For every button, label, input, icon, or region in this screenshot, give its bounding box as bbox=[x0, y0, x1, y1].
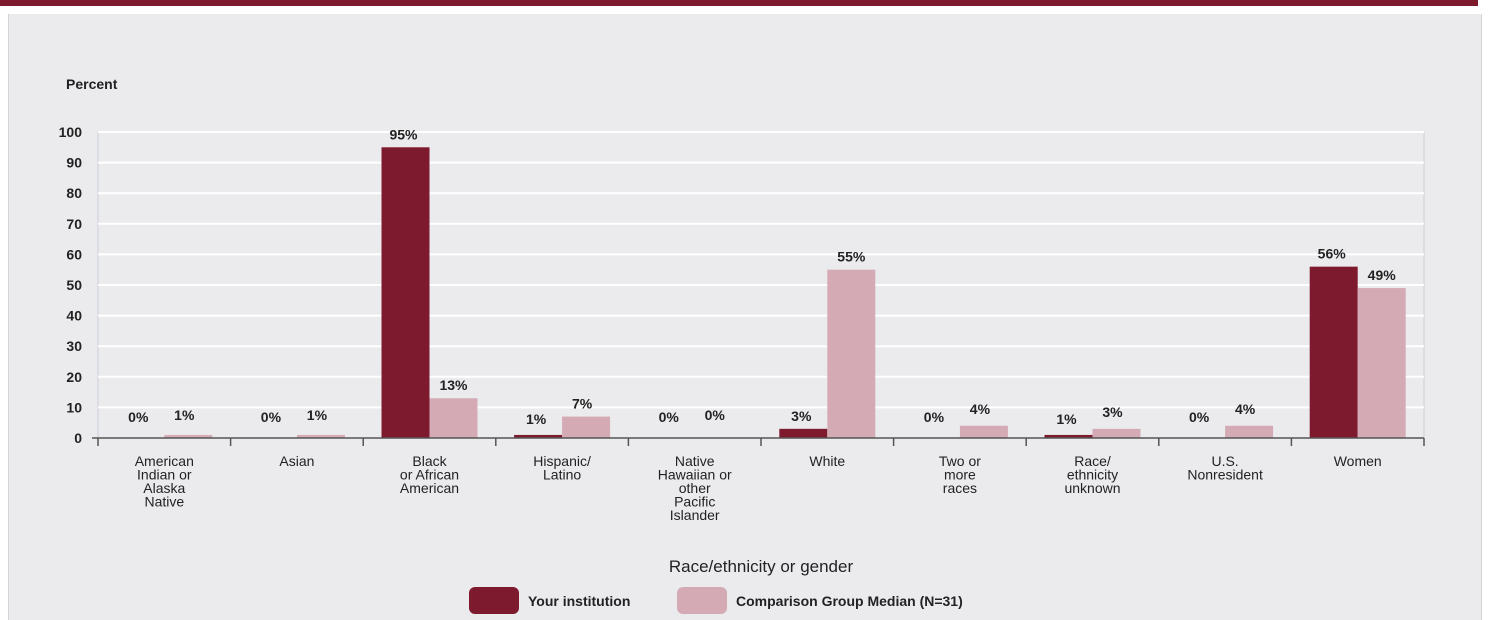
y-tick-label: 40 bbox=[66, 308, 82, 324]
data-label-comparison: 4% bbox=[1235, 401, 1256, 417]
data-label-institution: 56% bbox=[1318, 246, 1347, 262]
data-label-comparison: 0% bbox=[705, 407, 726, 423]
data-label-institution: 0% bbox=[924, 409, 945, 425]
x-tick-label: American bbox=[135, 453, 194, 469]
x-tick-label: races bbox=[943, 480, 977, 496]
bar-comparison bbox=[1357, 288, 1406, 438]
bar-institution bbox=[514, 434, 563, 438]
bar-institution bbox=[779, 428, 828, 438]
y-tick-label: 50 bbox=[66, 277, 82, 293]
x-tick-label: Nonresident bbox=[1187, 467, 1263, 483]
legend-label-comparison: Comparison Group Median (N=31) bbox=[736, 593, 963, 609]
legend-swatch-institution bbox=[469, 587, 519, 614]
data-label-institution: 1% bbox=[1056, 411, 1077, 427]
bar-comparison bbox=[827, 269, 876, 438]
data-label-institution: 0% bbox=[1189, 409, 1210, 425]
bar-comparison bbox=[164, 434, 213, 438]
bar-comparison bbox=[429, 398, 478, 438]
data-label-comparison: 13% bbox=[439, 377, 468, 393]
data-label-institution: 0% bbox=[261, 409, 282, 425]
bar-institution bbox=[1044, 434, 1093, 438]
x-tick-label: Two or bbox=[939, 453, 981, 469]
legend: Your institution Comparison Group Median… bbox=[469, 587, 963, 614]
data-label-comparison: 1% bbox=[174, 407, 195, 423]
x-tick-label: Indian or bbox=[137, 467, 192, 483]
x-tick-label: more bbox=[944, 467, 976, 483]
y-tick-label: 20 bbox=[66, 369, 82, 385]
x-tick-label: Black bbox=[412, 453, 447, 469]
x-tick-label: unknown bbox=[1064, 480, 1120, 496]
x-tick-label: Native bbox=[144, 494, 184, 510]
legend-label-institution: Your institution bbox=[528, 593, 630, 609]
x-tick-label: American bbox=[400, 480, 459, 496]
x-tick-label: Native bbox=[675, 453, 715, 469]
y-tick-label: 70 bbox=[66, 216, 82, 232]
data-label-comparison: 3% bbox=[1102, 404, 1123, 420]
x-tick-label: other bbox=[679, 480, 711, 496]
bar-comparison bbox=[959, 425, 1008, 438]
x-tick-label: Hispanic/ bbox=[533, 453, 591, 469]
y-axis-title: Percent bbox=[66, 76, 118, 92]
y-tick-label: 60 bbox=[66, 246, 82, 262]
y-tick-label: 80 bbox=[66, 185, 82, 201]
y-tick-label: 90 bbox=[66, 155, 82, 171]
data-label-comparison: 55% bbox=[837, 249, 866, 265]
data-label-institution: 0% bbox=[128, 409, 149, 425]
bar-comparison bbox=[1092, 428, 1141, 438]
y-tick-label: 30 bbox=[66, 338, 82, 354]
x-tick-label: White bbox=[809, 453, 845, 469]
data-label-institution: 95% bbox=[389, 126, 418, 142]
x-tick-label: Pacific bbox=[674, 494, 715, 510]
y-tick-label: 10 bbox=[66, 399, 82, 415]
data-label-comparison: 4% bbox=[970, 401, 991, 417]
legend-swatch-comparison bbox=[677, 587, 727, 614]
data-label-institution: 1% bbox=[526, 411, 547, 427]
bar-comparison bbox=[562, 416, 611, 438]
y-tick-label: 100 bbox=[59, 124, 83, 140]
data-label-comparison: 7% bbox=[572, 396, 593, 412]
x-tick-label: Women bbox=[1334, 453, 1382, 469]
data-label-institution: 3% bbox=[791, 408, 812, 424]
x-tick-label: ethnicity bbox=[1067, 467, 1118, 483]
x-tick-label: Hawaiian or bbox=[658, 467, 732, 483]
x-tick-label: Islander bbox=[670, 507, 720, 523]
x-tick-label: Asian bbox=[279, 453, 314, 469]
x-tick-label: Alaska bbox=[143, 480, 185, 496]
x-tick-label: Race/ bbox=[1074, 453, 1111, 469]
x-tick-label: Latino bbox=[543, 467, 581, 483]
data-label-institution: 0% bbox=[659, 409, 680, 425]
bar-comparison bbox=[1225, 425, 1274, 438]
chart-panel bbox=[8, 14, 1482, 620]
bar-institution bbox=[1309, 266, 1358, 438]
x-tick-label: or African bbox=[400, 467, 459, 483]
x-tick-label: U.S. bbox=[1211, 453, 1238, 469]
bar-institution bbox=[381, 147, 430, 439]
x-axis-title: Race/ethnicity or gender bbox=[669, 557, 854, 576]
bar-comparison bbox=[296, 434, 345, 438]
data-label-comparison: 1% bbox=[307, 407, 328, 423]
top-accent-bar bbox=[0, 0, 1478, 6]
data-label-comparison: 49% bbox=[1368, 267, 1397, 283]
y-tick-label: 0 bbox=[74, 430, 82, 446]
